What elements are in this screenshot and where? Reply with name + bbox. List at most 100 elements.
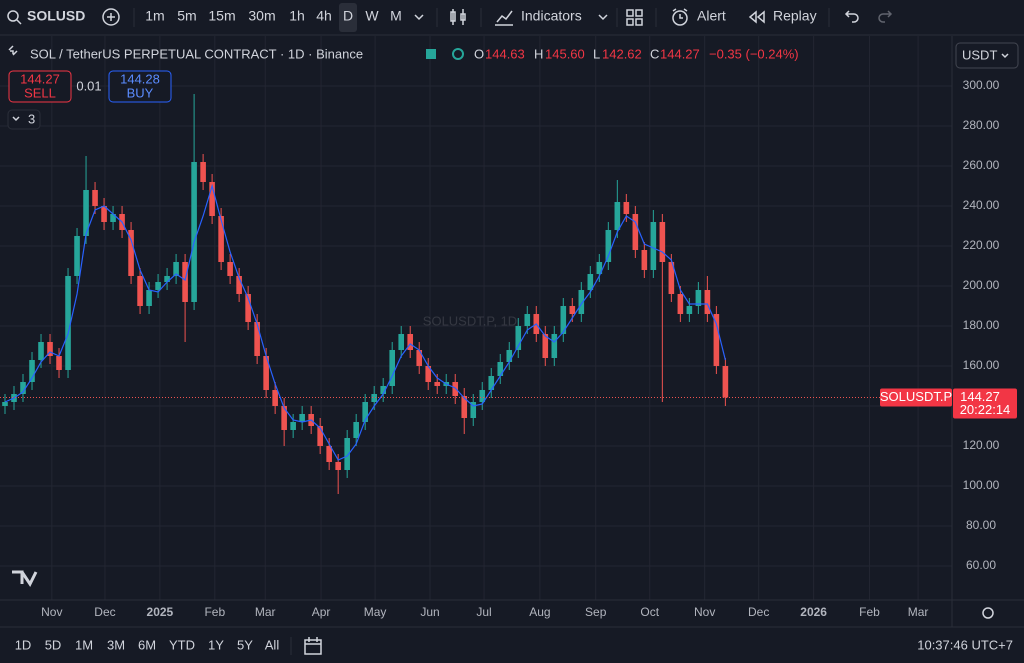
last-price-label: 144.27 <box>960 389 1000 404</box>
candle-body <box>623 202 630 214</box>
range[interactable]: 3M <box>107 637 125 652</box>
y-tick-label: 180.00 <box>963 318 1000 332</box>
candle-body <box>344 438 350 470</box>
toolbar <box>0 0 1024 35</box>
x-tick-label: Jul <box>476 605 491 619</box>
candle-body <box>506 350 513 362</box>
alert-icon[interactable] <box>672 10 688 26</box>
candle-body <box>659 222 666 262</box>
candle-body <box>2 402 8 406</box>
candle-body <box>29 360 35 382</box>
x-tick-label: Dec <box>748 605 769 619</box>
range[interactable]: 1Y <box>208 637 224 652</box>
candle-body <box>695 290 702 306</box>
currency: USDT <box>962 47 997 62</box>
candle-body <box>281 406 287 430</box>
indicators-icon[interactable] <box>495 10 513 26</box>
candle-body <box>263 356 269 390</box>
interval[interactable]: D <box>343 8 353 24</box>
buy-button[interactable] <box>108 70 172 103</box>
symbol[interactable]: SOLUSD <box>27 8 85 24</box>
range[interactable]: 5D <box>45 637 62 652</box>
candle-body <box>479 390 486 402</box>
y-tick-label: 120.00 <box>963 438 1000 452</box>
candle-body <box>641 250 648 270</box>
interval[interactable]: 4h <box>316 8 332 24</box>
undo[interactable] <box>844 10 859 23</box>
candle-body <box>236 276 242 294</box>
watermark: SOLUSDT.P, 1D <box>423 313 517 328</box>
candle-body <box>290 422 296 430</box>
add-symbol[interactable] <box>102 8 120 26</box>
alert-icon <box>672 8 688 19</box>
clock: 10:37:46 UTC+7 <box>917 637 1013 652</box>
interval[interactable]: M <box>390 8 402 24</box>
range[interactable]: YTD <box>169 637 195 652</box>
chart-type[interactable] <box>450 9 466 25</box>
candle-body <box>686 306 693 314</box>
candle-body <box>335 462 341 470</box>
candle-body <box>200 162 206 182</box>
sell-label: SELL <box>24 85 56 100</box>
candle-body <box>542 334 549 358</box>
replay-button[interactable]: Replay <box>773 8 817 24</box>
ranges: 1D 5D 1M 3M 6M YTD 1Y 5Y All <box>15 637 280 652</box>
o-label: O <box>474 46 484 61</box>
range[interactable]: 6M <box>138 637 156 652</box>
interval[interactable]: 30m <box>248 8 275 24</box>
y-tick-label: 260.00 <box>963 158 1000 172</box>
candle-body <box>632 214 639 250</box>
candle-body <box>407 334 414 350</box>
candle-body <box>128 230 134 276</box>
sell-button[interactable] <box>8 70 72 103</box>
range[interactable]: 1D <box>15 637 32 652</box>
candle-body <box>713 314 720 366</box>
indicators-button[interactable]: Indicators <box>521 8 582 24</box>
range[interactable]: 5Y <box>237 637 253 652</box>
x-tick-label: Feb <box>859 605 880 619</box>
search-icon[interactable] <box>7 10 19 22</box>
interval[interactable]: 1h <box>289 8 305 24</box>
y-tick-label: 200.00 <box>963 278 1000 292</box>
candle-body <box>182 262 188 302</box>
c-label: C <box>650 46 659 61</box>
x-tick-label: Nov <box>694 605 715 619</box>
range[interactable]: All <box>265 637 280 652</box>
candle-body <box>20 382 26 394</box>
alert-button[interactable]: Alert <box>697 8 726 24</box>
interval[interactable]: 1m <box>145 8 164 24</box>
candle-body <box>218 216 224 262</box>
indicators-dropdown[interactable] <box>598 14 608 21</box>
y-tick-label: 280.00 <box>963 118 1000 132</box>
settings[interactable] <box>982 607 994 619</box>
currency-select[interactable] <box>955 42 1019 69</box>
interval[interactable]: 15m <box>208 8 235 24</box>
redo[interactable] <box>878 10 893 23</box>
active-interval <box>339 3 357 32</box>
candle-body <box>173 262 179 276</box>
buy-price: 144.28 <box>120 71 160 86</box>
layouts[interactable] <box>626 9 643 26</box>
candle-body <box>668 262 675 294</box>
indicators-toggle[interactable] <box>7 109 41 130</box>
x-tick-label: 2026 <box>800 605 827 619</box>
y-tick-label: 80.00 <box>966 518 996 532</box>
candle-body <box>461 396 468 418</box>
interval-dropdown[interactable] <box>414 14 424 21</box>
candle-body <box>452 382 459 396</box>
interval[interactable]: 5m <box>177 8 196 24</box>
candle-body <box>164 276 170 282</box>
interval[interactable]: W <box>365 8 379 24</box>
candle-body <box>254 322 260 356</box>
candle-body <box>587 274 594 290</box>
replay-icon[interactable] <box>748 10 765 24</box>
goto-date[interactable] <box>304 637 322 655</box>
h-label: H <box>534 46 543 61</box>
l-value: 142.62 <box>602 46 642 61</box>
range[interactable]: 1M <box>75 637 93 652</box>
legend-title: SOL / TetherUS PERPETUAL CONTRACT · 1D ·… <box>30 46 363 61</box>
candle-body <box>389 350 396 386</box>
x-tick-label: Nov <box>41 605 62 619</box>
x-tick-label: Apr <box>312 605 331 619</box>
